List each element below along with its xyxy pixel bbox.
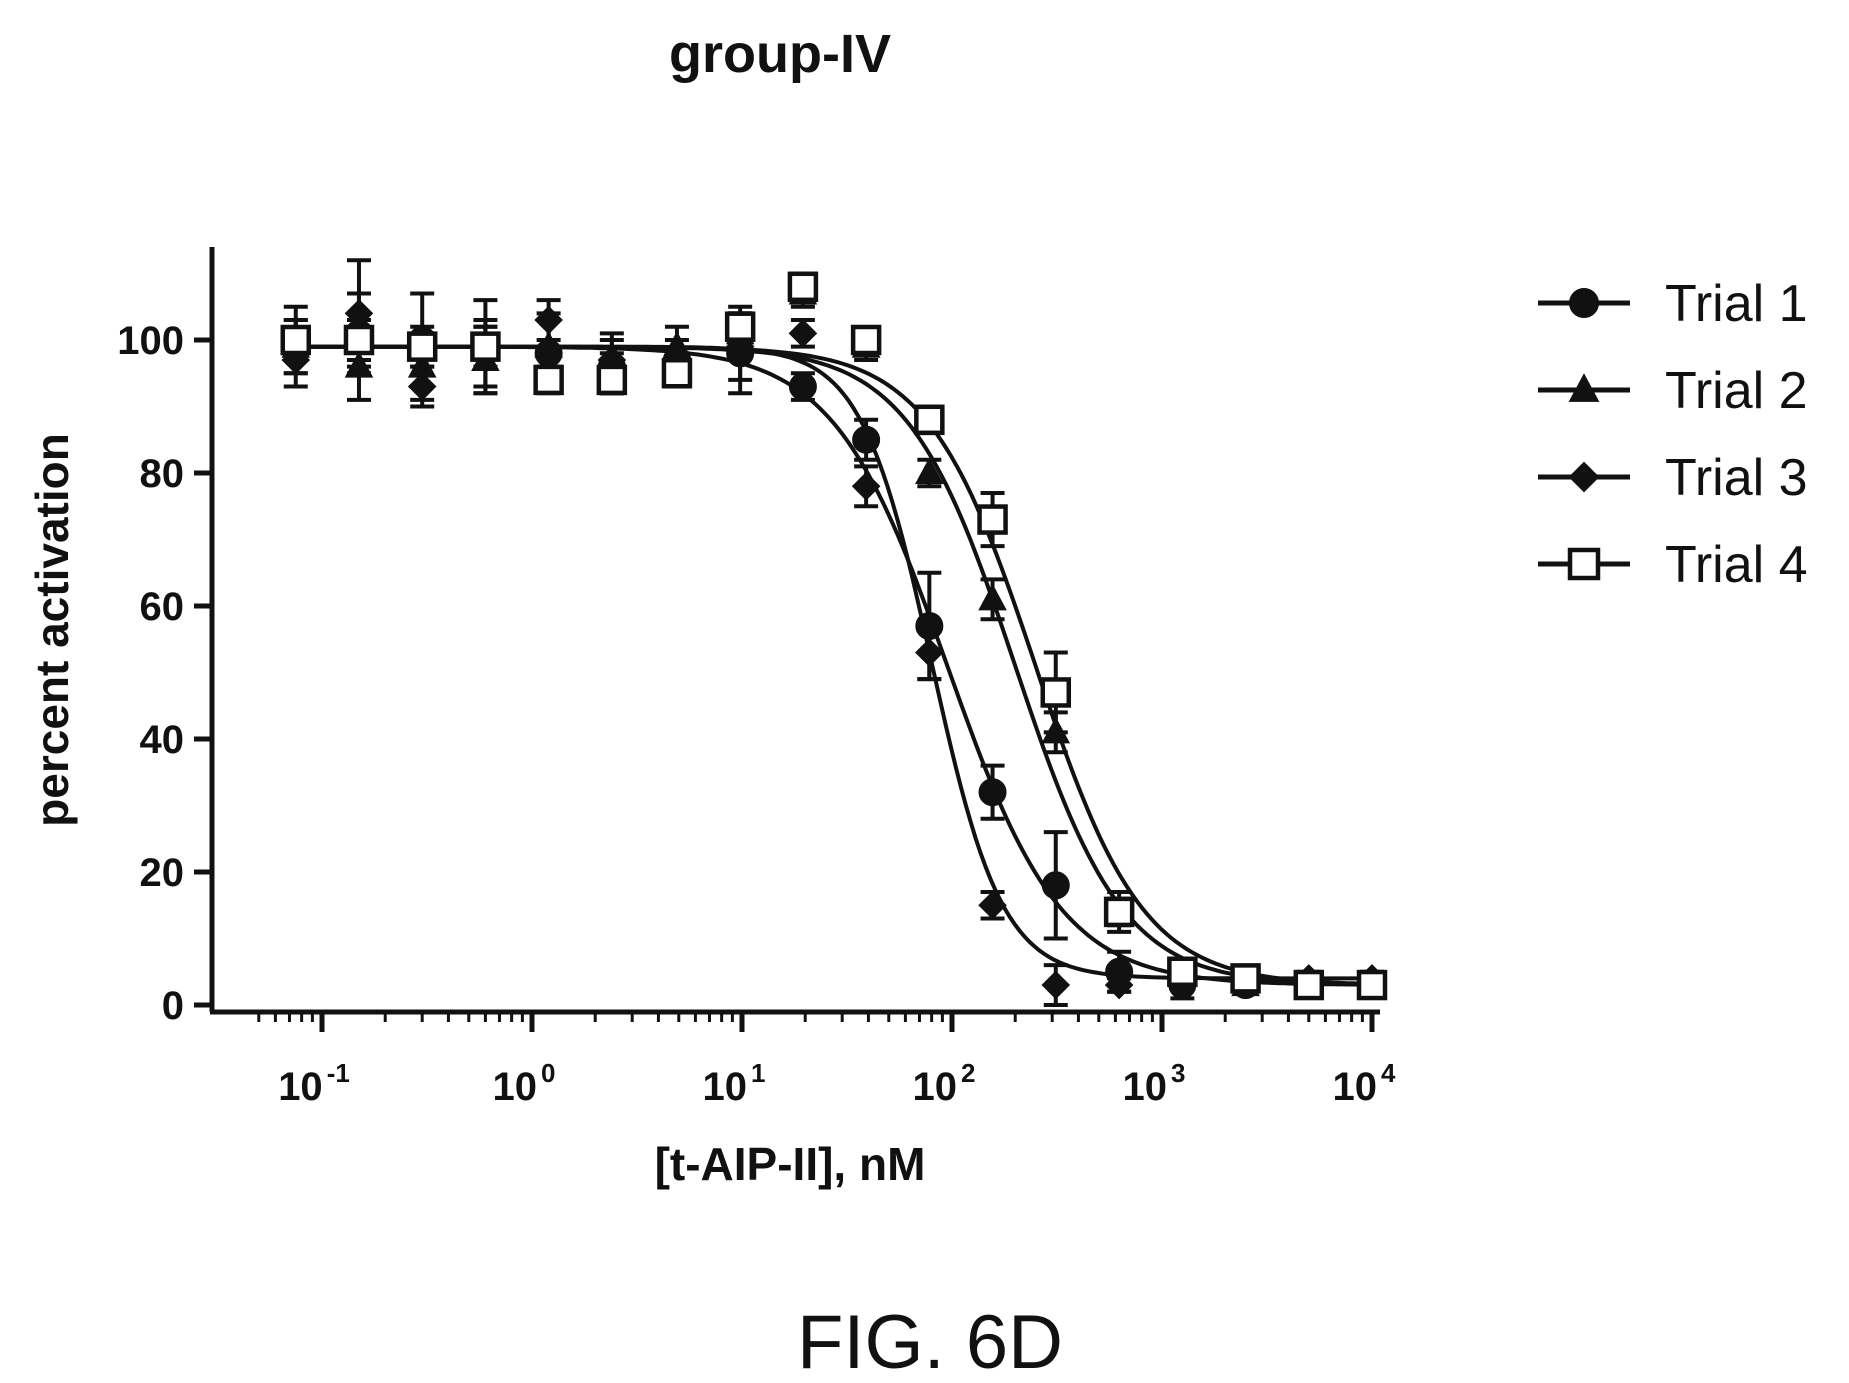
- y-axis-label: percent activation: [26, 433, 78, 827]
- legend-label: Trial 4: [1665, 536, 1808, 594]
- x-tick-exponent: 2: [961, 1058, 975, 1088]
- series-3: [281, 258, 1387, 1007]
- plot-area: [280, 258, 1388, 1007]
- fit-curve: [295, 344, 1373, 987]
- x-tick-base: 10: [493, 1065, 538, 1109]
- x-tick-base: 10: [1123, 1065, 1168, 1109]
- legend-item: Trial 1: [1538, 275, 1808, 333]
- marker-diamond: [1104, 970, 1134, 1000]
- x-tick-exponent: 3: [1171, 1058, 1185, 1088]
- marker-diamond: [788, 319, 818, 348]
- legend-label: Trial 1: [1665, 275, 1808, 333]
- marker-triangle: [1568, 373, 1600, 402]
- x-tick-label: 10 4: [1333, 1058, 1397, 1109]
- x-tick-label: 10 0: [493, 1058, 556, 1109]
- x-tick-base: 10: [278, 1065, 323, 1109]
- marker-square: [533, 364, 564, 396]
- y-tick-label: 100: [117, 319, 184, 363]
- marker-triangle: [534, 331, 563, 358]
- fit-curve: [295, 344, 1372, 981]
- marker-square: [1356, 969, 1388, 1001]
- marker-circle: [1041, 871, 1070, 900]
- x-tick-base: 10: [913, 1065, 958, 1109]
- marker-diamond: [1041, 970, 1071, 1000]
- marker-square: [914, 404, 945, 436]
- marker-square: [470, 331, 501, 362]
- x-tick-label: 10 1: [703, 1058, 766, 1109]
- fit-curve: [295, 344, 1373, 987]
- x-tick-exponent: 4: [1381, 1058, 1396, 1088]
- marker-square: [343, 324, 375, 356]
- marker-triangle: [662, 331, 692, 358]
- y-tick-label: 0: [162, 984, 184, 1028]
- marker-diamond: [978, 890, 1007, 920]
- x-axis-label: [t-AIP-II], nM: [655, 1138, 926, 1190]
- legend-item: Trial 4: [1538, 536, 1808, 594]
- marker-square: [787, 271, 819, 303]
- marker-square: [977, 504, 1008, 535]
- marker-square: [1167, 956, 1198, 987]
- marker-square: [724, 311, 756, 342]
- marker-square: [850, 324, 882, 356]
- marker-diamond: [915, 638, 944, 667]
- marker-diamond: [597, 345, 627, 375]
- x-tick-label: 10 3: [1123, 1058, 1186, 1109]
- y-axis-ticks: 0 20 40 60 80 100: [117, 319, 212, 1028]
- marker-square: [1567, 547, 1601, 581]
- x-tick-exponent: 1: [751, 1058, 765, 1088]
- series-1: [281, 291, 1386, 1001]
- marker-square: [1103, 896, 1135, 928]
- marker-diamond: [344, 299, 374, 328]
- marker-square: [661, 358, 693, 389]
- marker-square: [280, 324, 312, 356]
- y-tick-label: 60: [140, 585, 185, 629]
- legend-item: Trial 3: [1538, 449, 1808, 507]
- fit-curve: [295, 344, 1373, 986]
- y-tick-label: 20: [140, 851, 185, 895]
- x-tick-base: 10: [1333, 1065, 1378, 1109]
- series-4: [280, 271, 1388, 1001]
- x-tick-label: 10 2: [913, 1058, 976, 1109]
- y-tick-label: 80: [140, 452, 185, 496]
- marker-diamond: [534, 305, 563, 335]
- legend-item: Trial 2: [1538, 362, 1808, 420]
- marker-circle: [1569, 288, 1599, 318]
- marker-square: [1230, 963, 1261, 994]
- marker-diamond: [407, 372, 437, 401]
- x-tick-exponent: 0: [541, 1058, 555, 1088]
- y-tick-label: 40: [140, 718, 185, 762]
- marker-circle: [978, 778, 1007, 807]
- marker-square: [596, 364, 628, 396]
- x-tick-label: 10 -1: [278, 1058, 350, 1109]
- x-axis-ticks: 10 -1 10 0 10 1 10 2 10 3 10 4: [257, 1012, 1397, 1109]
- marker-square: [406, 331, 438, 362]
- legend-label: Trial 3: [1665, 449, 1808, 507]
- chart-title: group-IV: [669, 24, 891, 84]
- marker-circle: [788, 372, 817, 401]
- legend-label: Trial 2: [1665, 362, 1808, 420]
- marker-diamond: [851, 472, 881, 501]
- marker-diamond: [1568, 461, 1600, 493]
- marker-triangle: [915, 457, 944, 485]
- legend: Trial 1 Trial 2 Trial 3 Trial 4: [1538, 275, 1808, 594]
- marker-square: [1040, 677, 1072, 708]
- x-tick-exponent: -1: [327, 1058, 350, 1088]
- figure-caption: FIG. 6D: [797, 1300, 1063, 1383]
- x-tick-base: 10: [703, 1065, 748, 1109]
- marker-triangle: [978, 583, 1007, 611]
- marker-square: [1293, 969, 1325, 1001]
